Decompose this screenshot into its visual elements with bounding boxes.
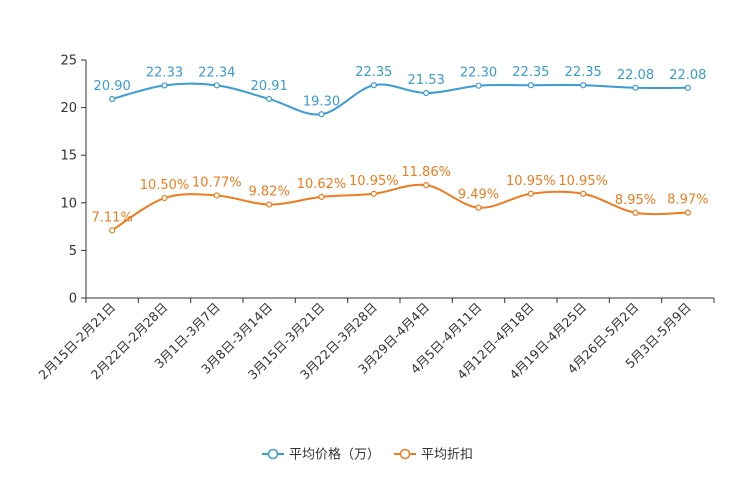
legend-label: 平均折扣 [421, 448, 473, 463]
series-layer [109, 82, 691, 234]
data-label: 20.90 [94, 79, 131, 94]
series-line [111, 183, 688, 232]
data-point [266, 95, 273, 103]
data-label: 8.95% [615, 193, 656, 208]
data-label: 10.50% [140, 178, 190, 193]
y-tick-label: 0 [69, 292, 77, 307]
data-labels: 20.90 22.33 22.34 20.91 19.30 22.35 21.53 22.30… [92, 65, 709, 225]
data-label: 22.33 [146, 65, 183, 80]
data-point [423, 181, 430, 189]
data-label: 22.08 [617, 68, 654, 83]
data-label: 8.97% [667, 193, 708, 208]
y-tick-label: 20 [60, 101, 77, 116]
y-tick-label: 15 [60, 149, 77, 164]
y-tick-label: 5 [69, 244, 77, 259]
data-label: 22.08 [669, 68, 706, 83]
data-label: 22.34 [198, 65, 235, 80]
legend-label: 平均价格（万） [289, 447, 380, 463]
data-label: 22.35 [565, 65, 602, 80]
data-point [318, 193, 325, 200]
data-label: 10.95% [349, 174, 399, 189]
data-point [109, 227, 116, 234]
y-tick-label: 25 [60, 54, 77, 69]
data-point [475, 82, 482, 89]
data-point [266, 201, 273, 208]
data-label: 9.49% [458, 188, 499, 203]
data-label: 20.91 [251, 79, 288, 94]
data-label: 19.30 [303, 94, 340, 109]
data-point [527, 82, 534, 89]
legend[interactable]: 平均价格（万） 平均折扣 [262, 447, 473, 463]
legend-swatch-marker [267, 448, 279, 460]
data-label: 22.35 [355, 65, 392, 80]
series-line [111, 82, 688, 116]
data-label: 10.62% [297, 177, 347, 192]
data-label: 10.77% [192, 175, 242, 190]
legend-item[interactable]: 平均折扣 [394, 448, 473, 463]
axes: 05101520252月15日-2月21日2月22日-2月28日3月1日-3月7… [35, 54, 715, 382]
data-point [423, 89, 430, 97]
data-point [161, 194, 168, 202]
data-point [527, 190, 534, 197]
data-label: 10.95% [558, 174, 608, 189]
data-label: 7.11% [92, 210, 133, 225]
data-label: 10.95% [506, 174, 556, 189]
data-point [213, 82, 220, 89]
data-point [213, 192, 220, 199]
data-point [161, 82, 168, 89]
legend-item[interactable]: 平均价格（万） [262, 447, 380, 463]
data-label: 22.30 [460, 66, 497, 81]
y-tick-label: 10 [60, 196, 77, 211]
data-point [370, 82, 377, 89]
data-point [632, 84, 639, 91]
data-point [580, 82, 587, 89]
data-label: 21.53 [408, 73, 445, 88]
data-point [632, 209, 639, 216]
data-label: 9.82% [249, 185, 290, 200]
data-point [684, 209, 691, 216]
data-point [580, 190, 587, 197]
data-label: 11.86% [401, 165, 451, 180]
data-point [109, 95, 116, 103]
data-point [318, 111, 325, 118]
data-label: 22.35 [512, 65, 549, 80]
data-point [370, 190, 377, 197]
data-point [684, 84, 691, 91]
data-point [475, 204, 482, 211]
legend-swatch-marker [399, 448, 411, 460]
